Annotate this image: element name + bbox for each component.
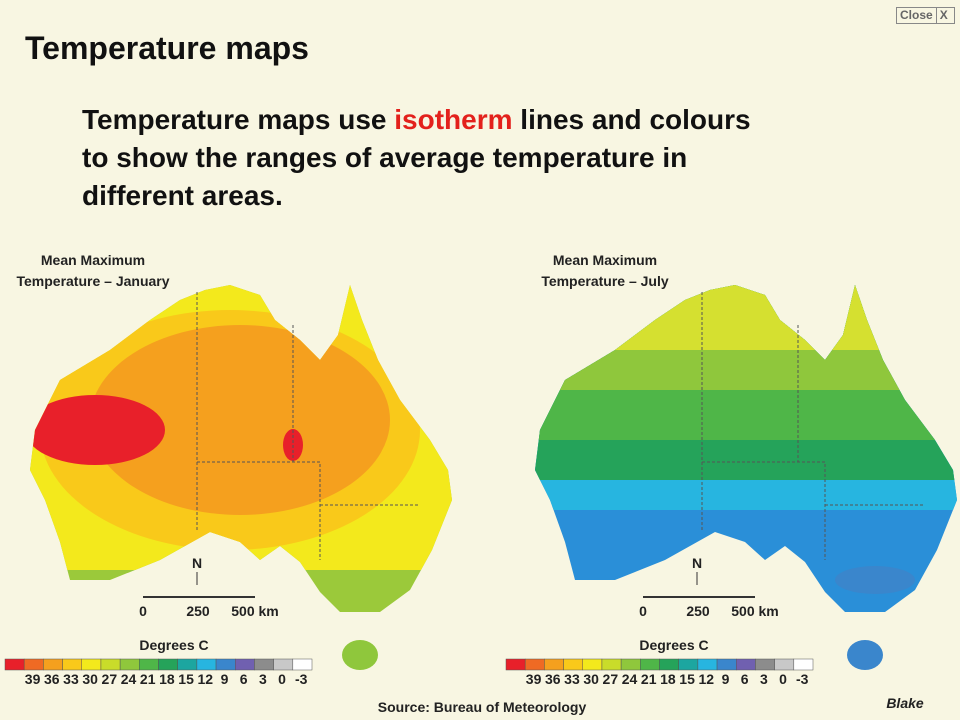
legend-label: 18 — [660, 671, 676, 687]
legend-label: 39 — [25, 671, 41, 687]
logo: Blake — [886, 695, 924, 711]
legend-swatch — [524, 658, 545, 671]
legend-label: 27 — [102, 671, 118, 687]
legend-label: 24 — [121, 671, 137, 687]
legend-label: 33 — [63, 671, 79, 687]
highlight-term: isotherm — [394, 104, 513, 135]
legend-swatch — [119, 658, 140, 671]
legend-swatch — [177, 658, 198, 671]
close-button[interactable]: Close X — [896, 7, 955, 24]
legend-label: 27 — [603, 671, 619, 687]
body-line: different areas. — [82, 180, 283, 212]
legend-label: 30 — [583, 671, 599, 687]
legend-label: -3 — [295, 671, 308, 687]
legend-swatch — [4, 658, 25, 671]
legend-swatch — [678, 658, 699, 671]
scale-label: 0 — [639, 603, 647, 619]
legend-swatch — [755, 658, 775, 671]
legend-swatch — [23, 658, 44, 671]
legend-label: 15 — [178, 671, 194, 687]
legend-swatch — [563, 658, 583, 671]
legend-swatch — [544, 658, 564, 671]
legend-swatch — [43, 658, 63, 671]
legend-swatch — [273, 658, 294, 671]
legend-label: 3 — [760, 671, 768, 687]
legend-label: 21 — [641, 671, 657, 687]
legend-swatch — [582, 658, 603, 671]
legend-swatch — [292, 658, 313, 671]
north-label: N — [692, 555, 702, 571]
legend-swatch — [215, 658, 236, 671]
legend-swatch — [254, 658, 274, 671]
legend-swatch — [196, 658, 217, 671]
legend-title: Degrees C — [639, 637, 708, 653]
legend-label: 33 — [564, 671, 580, 687]
legend-label: 12 — [698, 671, 714, 687]
legend-label: 0 — [278, 671, 286, 687]
legend-label: 18 — [159, 671, 175, 687]
scale-label: 500 km — [731, 603, 778, 619]
legend-label: 9 — [722, 671, 730, 687]
legend-swatch — [81, 658, 102, 671]
legend-swatch — [100, 658, 121, 671]
close-label[interactable]: Close — [900, 8, 933, 22]
legend-label: 36 — [44, 671, 60, 687]
text-run: different areas. — [82, 180, 283, 211]
legend-label: 21 — [140, 671, 156, 687]
legend-label: 9 — [221, 671, 229, 687]
legend-label: 12 — [197, 671, 213, 687]
legend-swatch — [793, 658, 814, 671]
legend-label: 39 — [526, 671, 542, 687]
body-line: Temperature maps use isotherm lines and … — [82, 104, 751, 136]
legend-swatch — [62, 658, 82, 671]
legend-swatch — [640, 658, 660, 671]
map-title: Temperature – July — [541, 273, 669, 289]
source-note: Source: Bureau of Meteorology — [378, 699, 587, 715]
legend-label: 6 — [741, 671, 749, 687]
map-title: Mean Maximum — [553, 252, 657, 268]
legend-swatch — [620, 658, 641, 671]
north-label: N — [192, 555, 202, 571]
legend-swatch — [601, 658, 622, 671]
text-run: lines and colours — [512, 104, 751, 135]
scale-label: 250 — [686, 603, 710, 619]
legend-label: -3 — [796, 671, 809, 687]
slide-title: Temperature maps — [25, 30, 309, 66]
legend-swatch — [235, 658, 255, 671]
map-title: Mean Maximum — [41, 252, 145, 268]
legend-title: Degrees C — [139, 637, 208, 653]
legend-swatch — [139, 658, 159, 671]
legend-label: 24 — [622, 671, 638, 687]
legend-label: 30 — [82, 671, 98, 687]
legend-swatch — [158, 658, 178, 671]
map-title: Temperature – January — [16, 273, 169, 289]
legend-swatch — [774, 658, 795, 671]
scale-label: 0 — [139, 603, 147, 619]
scale-label: 250 — [186, 603, 210, 619]
legend-swatch — [505, 658, 526, 671]
scale-label: 500 km — [231, 603, 278, 619]
legend-label: 3 — [259, 671, 267, 687]
text-run: to show the ranges of average temperatur… — [82, 142, 688, 173]
legend-swatch — [736, 658, 756, 671]
close-icon[interactable]: X — [935, 8, 951, 23]
text-run: Temperature maps use — [82, 104, 395, 135]
legend-swatch — [697, 658, 718, 671]
body-line: to show the ranges of average temperatur… — [82, 142, 687, 174]
legend-swatch — [659, 658, 679, 671]
legend-label: 0 — [779, 671, 787, 687]
legend-label: 36 — [545, 671, 561, 687]
legend-swatch — [716, 658, 737, 671]
legend-label: 6 — [240, 671, 248, 687]
legend-label: 15 — [679, 671, 695, 687]
